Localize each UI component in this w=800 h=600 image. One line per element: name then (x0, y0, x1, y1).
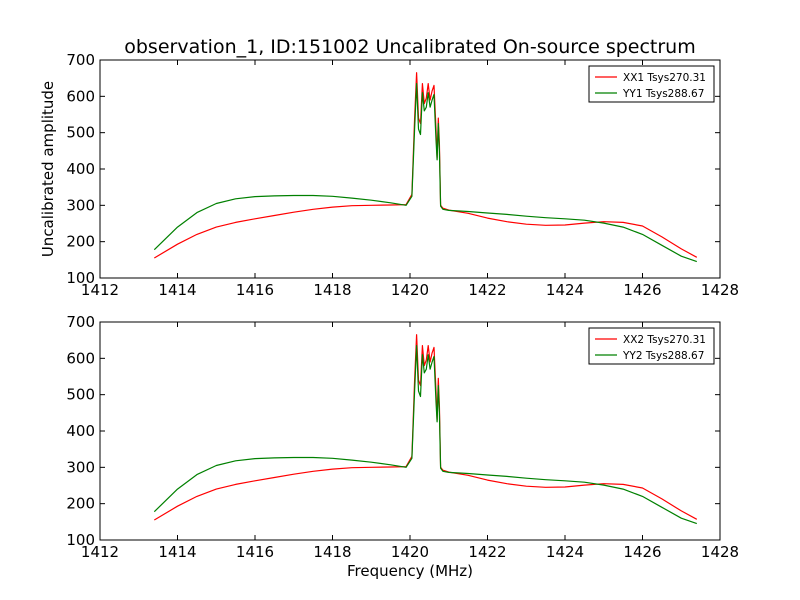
x-tick-label: 1420 (391, 281, 429, 299)
y-tick-label: 400 (66, 422, 95, 440)
x-tick-label: 1426 (623, 281, 661, 299)
x-tick-label: 1418 (313, 281, 351, 299)
x-tick-label: 1412 (81, 543, 119, 561)
y-tick-label: 200 (66, 233, 95, 251)
y-tick-label: 700 (66, 51, 95, 69)
y-tick-label: 200 (66, 495, 95, 513)
y-tick-label: 300 (66, 458, 95, 476)
x-tick-label: 1412 (81, 281, 119, 299)
series-line-xx2 (153, 334, 698, 521)
y-tick-label: 500 (66, 386, 95, 404)
legend: XX1 Tsys270.31 YY1 Tsys288.67 (588, 65, 715, 103)
x-tick-label: 1424 (546, 543, 584, 561)
y-axis-label: Uncalibrated amplitude (39, 81, 57, 257)
legend: XX2 Tsys270.31 YY2 Tsys288.67 (588, 327, 715, 365)
y-tick-label: 400 (66, 160, 95, 178)
x-tick-label: 1428 (701, 281, 739, 299)
x-tick-label: 1422 (468, 543, 506, 561)
series-line-yy1 (153, 83, 697, 263)
y-tick-label: 600 (66, 87, 95, 105)
x-tick-label: 1424 (546, 281, 584, 299)
y-tick-label: 100 (66, 269, 95, 287)
x-tick-label: 1414 (158, 281, 196, 299)
x-tick-label: 1426 (623, 543, 661, 561)
legend-entry: YY1 Tsys288.67 (622, 88, 704, 100)
y-tick-label: 600 (66, 349, 95, 367)
x-tick-label: 1414 (158, 543, 196, 561)
series-line-xx1 (153, 72, 698, 259)
x-tick-label: 1416 (236, 543, 274, 561)
legend-entry: XX1 Tsys270.31 (623, 72, 706, 84)
x-axis-label: Frequency (MHz) (347, 562, 473, 580)
panels-layer: 1412 1414 1416 1418 1420 1422 1424 1426 1428 100 2… (39, 51, 739, 561)
x-tick-label: 1416 (236, 281, 274, 299)
legend-entry: YY2 Tsys288.67 (622, 350, 704, 362)
legend-box (588, 65, 715, 103)
y-tick-label: 700 (66, 313, 95, 331)
x-tick-label: 1420 (391, 543, 429, 561)
y-tick-label: 300 (66, 196, 95, 214)
x-tick-label: 1428 (701, 543, 739, 561)
series-line-yy2 (153, 345, 697, 525)
chart-title: observation_1, ID:151002 Uncalibrated On… (124, 36, 695, 58)
y-tick-label: 100 (66, 531, 95, 549)
panel-1: 1412 1414 1416 1418 1420 1422 1424 1426 1428 100 2… (66, 51, 739, 299)
x-tick-label: 1418 (313, 543, 351, 561)
legend-entry: XX2 Tsys270.31 (623, 334, 706, 346)
x-tick-label: 1422 (468, 281, 506, 299)
y-tick-label: 500 (66, 124, 95, 142)
legend-box (588, 327, 715, 365)
panel-2: 1412 1414 1416 1418 1420 1422 1424 1426 1428 100 2… (66, 313, 739, 561)
